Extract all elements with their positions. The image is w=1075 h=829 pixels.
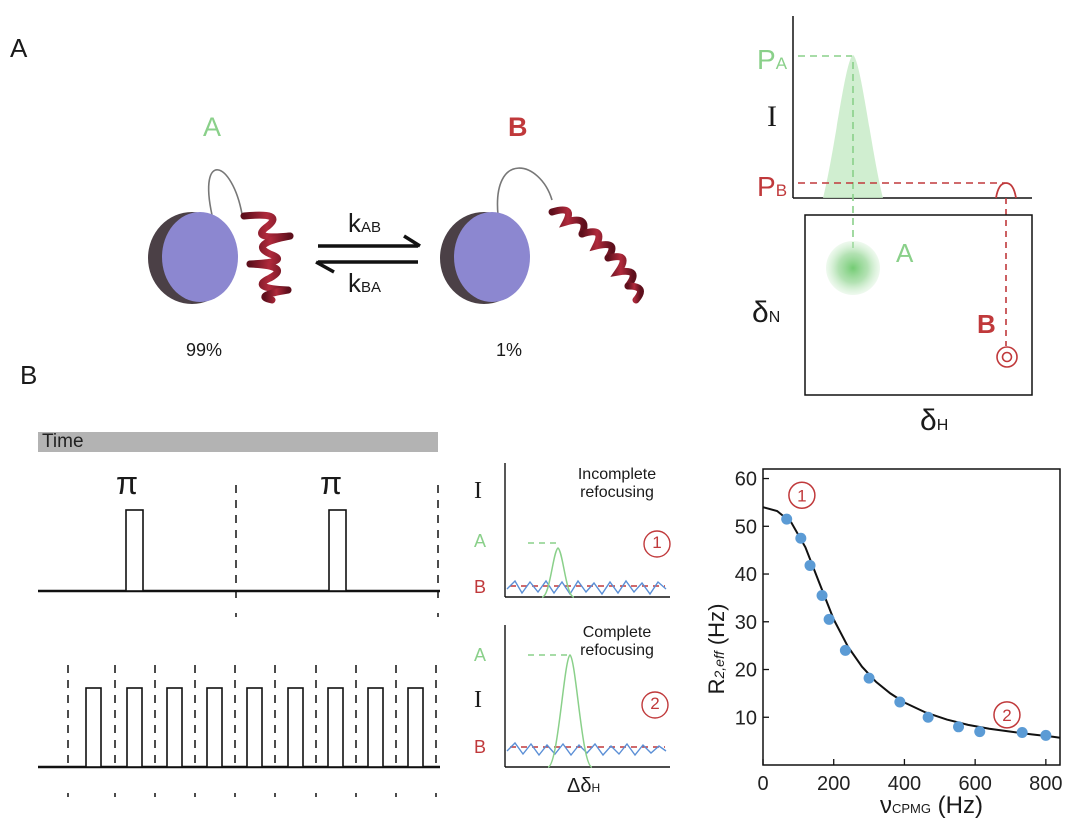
annotation-label: 2 <box>1002 706 1011 725</box>
peak-b-2d-label: B <box>977 309 996 339</box>
chart-x-label: νCPMG (Hz) <box>880 792 983 819</box>
rate-k-reverse: kBA <box>348 268 382 298</box>
chart-frame <box>762 468 1061 766</box>
x-tick-label: 600 <box>958 773 991 795</box>
linker-loop-b <box>496 167 553 216</box>
state-a-label: A <box>203 112 222 142</box>
y-tick-label: 10 <box>735 707 757 729</box>
mini-spectra <box>504 463 671 768</box>
data-point <box>1016 727 1028 739</box>
protein-state-b <box>440 167 644 304</box>
pi-pulse-label-left: π <box>116 465 139 501</box>
data-point <box>974 726 986 738</box>
complete-caption: Complete refocusing <box>580 624 654 659</box>
mini-marker-1: 1 <box>652 533 662 552</box>
data-point <box>816 590 828 602</box>
pulse-sequences <box>38 485 440 797</box>
equilibrium-arrows <box>315 234 421 274</box>
pb-label: PB <box>757 171 788 202</box>
annotation-label: 1 <box>797 486 806 505</box>
data-point <box>863 672 875 684</box>
mini-bottom-b: B <box>474 737 487 757</box>
data-point <box>804 559 816 571</box>
x-tick-label: 200 <box>817 773 850 795</box>
bottom-dividers <box>67 665 437 767</box>
population-b: 1% <box>496 340 523 360</box>
pa-label: PA <box>757 44 788 75</box>
protein-state-a <box>148 169 294 304</box>
data-point <box>1040 729 1052 741</box>
data-point <box>922 711 934 723</box>
data-point <box>839 644 851 656</box>
mini-x-axis-label: ΔδH <box>567 775 601 797</box>
domain-face-a <box>162 212 238 302</box>
annotation-circle <box>788 481 816 510</box>
mini-top-b: B <box>474 577 487 597</box>
state-b-label: B <box>508 112 528 142</box>
mini-bottom-a: A <box>474 645 487 665</box>
spectrum-intensity-label: I <box>767 100 777 133</box>
data-point <box>953 721 965 733</box>
data-point <box>894 696 906 708</box>
chart-y-label: R2,eff (Hz) <box>704 603 729 695</box>
linker-loop-a <box>207 169 243 216</box>
panel-label-b: B <box>20 360 38 390</box>
annotation-circle <box>993 701 1021 729</box>
fit-curve <box>762 506 1061 739</box>
top-pulse-2 <box>328 509 347 592</box>
spectrum-x-axis-label: δH <box>920 404 949 437</box>
rate-k-forward: kAB <box>348 208 382 238</box>
y-tick-label: 50 <box>735 516 757 538</box>
mini-top-intensity: I <box>474 478 482 504</box>
y-tick-label: 60 <box>735 469 757 491</box>
peak-top <box>541 547 575 598</box>
mini-top-a: A <box>474 531 487 551</box>
peak-b-2d-inner <box>1001 351 1013 363</box>
population-a: 99% <box>186 340 223 360</box>
spectrum-2d-box <box>804 214 1033 396</box>
peak-a-2d-label: A <box>896 238 914 268</box>
helix-a <box>240 211 294 304</box>
y-tick-label: 20 <box>735 660 757 682</box>
top-pulse-1 <box>125 509 144 592</box>
peak-b-1d <box>995 182 1017 199</box>
spectrum-diagram <box>792 16 1033 396</box>
x-tick-label: 800 <box>1029 773 1062 795</box>
y-tick-label: 30 <box>735 612 757 634</box>
x-tick-label: 400 <box>888 773 921 795</box>
pi-pulse-label-right: π <box>320 465 343 501</box>
peak-b-2d-outer <box>996 346 1018 368</box>
x-tick-label: 0 <box>757 773 768 795</box>
data-point <box>823 613 835 625</box>
bottom-pulse-train <box>85 687 424 768</box>
noise-top <box>506 579 667 596</box>
y-tick-label: 40 <box>735 564 757 586</box>
domain-face-b <box>454 212 530 302</box>
panel-label-a: A <box>10 33 28 63</box>
data-point <box>781 513 793 525</box>
time-bar: Time <box>38 432 438 452</box>
spectrum-y-axis-label: δN <box>752 296 781 329</box>
helix-b <box>548 206 644 304</box>
mini-marker-2: 2 <box>650 694 660 713</box>
exchange-diagram <box>148 167 644 304</box>
incomplete-caption: Incomplete refocusing <box>577 466 657 501</box>
mini-bottom-intensity: I <box>474 687 482 713</box>
peak-a-2d <box>826 241 880 295</box>
noise-bottom <box>506 741 667 757</box>
peak-bottom <box>547 654 593 768</box>
data-point <box>795 532 807 544</box>
